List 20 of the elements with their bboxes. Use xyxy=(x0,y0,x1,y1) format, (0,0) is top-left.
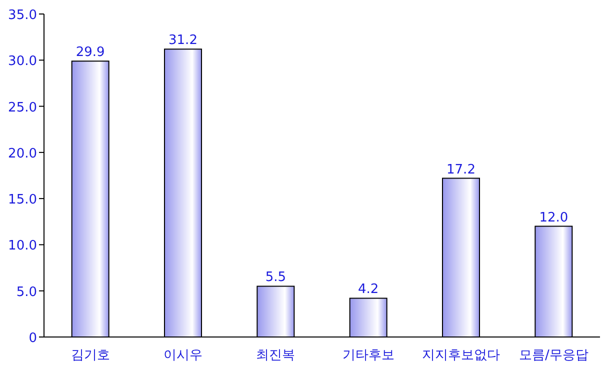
xtick: 지지후보없다 xyxy=(422,348,500,363)
data-label: 31.2 xyxy=(168,33,198,48)
xtick: 김기호 xyxy=(70,348,110,363)
data-label: 4.2 xyxy=(358,282,379,298)
ytick: 35.0 xyxy=(8,8,37,23)
xtick: 최진복 xyxy=(256,348,296,363)
ytick: 15.0 xyxy=(8,192,37,208)
ytick: 0 xyxy=(28,331,37,346)
xtick: 기타후보 xyxy=(342,348,394,363)
data-label: 29.9 xyxy=(76,45,105,60)
data-label: 12.0 xyxy=(539,210,568,226)
ytick: 10.0 xyxy=(8,238,37,254)
xtick: 이시우 xyxy=(164,348,202,363)
ytick: 20.0 xyxy=(8,146,37,162)
ytick: 5.0 xyxy=(16,284,37,300)
data-label: 5.5 xyxy=(265,270,286,286)
data-label: 17.2 xyxy=(446,162,476,178)
ytick: 25.0 xyxy=(8,100,37,116)
xtick: 모름/무응답 xyxy=(518,348,588,363)
ytick: 30.0 xyxy=(8,54,37,70)
